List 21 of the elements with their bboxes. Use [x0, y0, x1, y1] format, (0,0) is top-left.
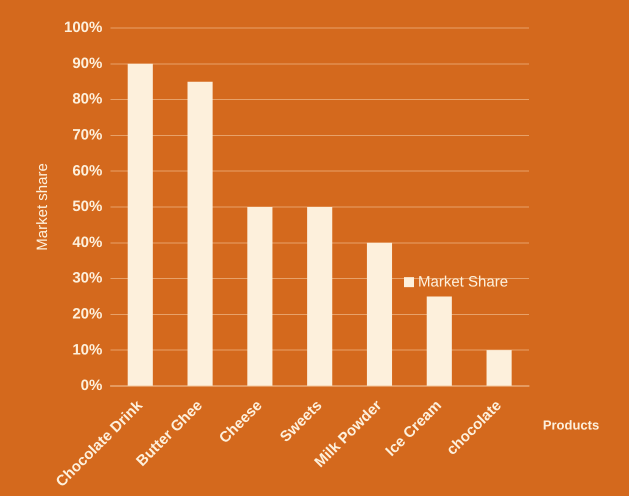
bar	[426, 296, 452, 386]
y-tick-label: 10%	[72, 341, 102, 358]
y-tick-label: 80%	[72, 90, 102, 108]
bar	[188, 82, 213, 386]
bar	[307, 206, 332, 386]
bar	[247, 206, 272, 386]
y-tick-label: 30%	[72, 270, 102, 287]
y-tick-label: 90%	[72, 54, 102, 72]
legend-label: Market Share	[418, 273, 508, 290]
y-tick-label: 100%	[64, 19, 102, 36]
y-axis-title: Market share	[34, 163, 52, 251]
y-tick-label: 20%	[72, 305, 102, 322]
x-axis-title: Products	[542, 418, 600, 433]
bar	[486, 350, 512, 386]
y-tick-label: 70%	[72, 126, 102, 144]
bar	[128, 64, 153, 386]
y-tick-label: 0%	[80, 377, 102, 394]
y-tick-label: 50%	[72, 198, 102, 216]
bar	[366, 242, 392, 386]
y-tick-label: 40%	[72, 234, 102, 251]
y-tick-label: 60%	[72, 162, 102, 180]
